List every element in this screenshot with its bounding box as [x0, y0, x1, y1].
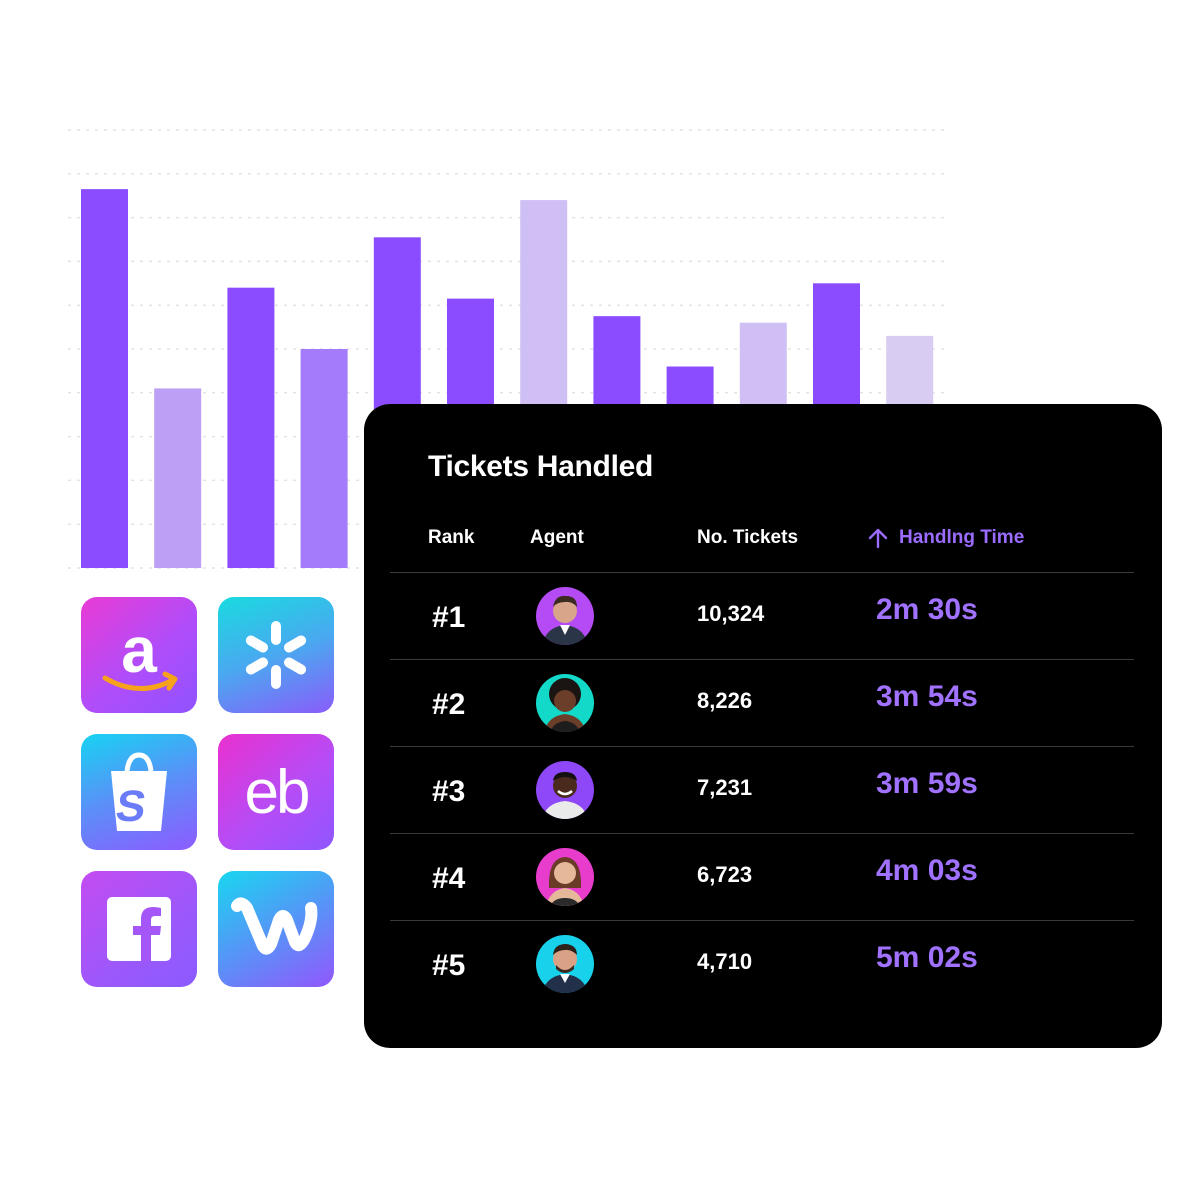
- table-row[interactable]: #2 8,226 3m 54s: [390, 659, 1134, 748]
- walmart-tile[interactable]: [218, 597, 334, 713]
- walmart-icon: [245, 621, 307, 689]
- chart-bar: [227, 287, 275, 568]
- handling-time-value: 3m 59s: [876, 767, 978, 800]
- tickets-value: 8,226: [697, 688, 753, 713]
- facebook-tile[interactable]: [81, 871, 197, 987]
- handling-time-value: 3m 54s: [876, 680, 978, 713]
- wish-tile[interactable]: [218, 871, 334, 987]
- tickets-value: 10,324: [697, 601, 765, 626]
- wish-icon: [231, 897, 318, 955]
- tickets-value: 7,231: [697, 775, 753, 800]
- rank-value: #3: [432, 775, 466, 808]
- tickets-handled-panel: Tickets Handled Rank Agent No. Tickets H…: [364, 404, 1162, 1048]
- svg-text:a: a: [121, 614, 157, 686]
- rank-value: #2: [432, 688, 466, 721]
- handling-time-value: 5m 02s: [876, 941, 978, 974]
- ebay-icon: eb: [245, 758, 311, 827]
- arrow-up-icon: [868, 528, 888, 549]
- column-header-handling-label: Handlng Time: [899, 527, 1025, 548]
- column-header-handling-time[interactable]: Handlng Time: [867, 527, 1024, 549]
- rank-value: #5: [432, 949, 466, 982]
- table-row[interactable]: #3 7,231 3m 59s: [390, 746, 1134, 835]
- column-header-agent[interactable]: Agent: [530, 527, 584, 548]
- column-header-tickets[interactable]: No. Tickets: [697, 527, 799, 548]
- tickets-value: 4,710: [697, 949, 753, 974]
- ebay-tile[interactable]: eb: [218, 734, 334, 850]
- rank-value: #1: [432, 601, 466, 634]
- svg-text:eb: eb: [245, 758, 308, 827]
- facebook-icon: [107, 897, 171, 961]
- tickets-value: 6,723: [697, 862, 753, 887]
- amazon-icon: a: [102, 614, 178, 691]
- amazon-tile[interactable]: a: [81, 597, 197, 713]
- svg-text:S: S: [113, 782, 149, 831]
- column-header-rank[interactable]: Rank: [428, 527, 475, 548]
- avatar[interactable]: [536, 848, 594, 906]
- avatar[interactable]: [536, 674, 594, 732]
- shopify-tile[interactable]: S: [81, 734, 197, 850]
- handling-time-value: 4m 03s: [876, 854, 978, 887]
- rank-value: #4: [432, 862, 466, 895]
- chart-bar: [300, 349, 348, 568]
- chart-bar: [154, 388, 202, 568]
- chart-bar: [81, 189, 128, 568]
- handling-time-value: 2m 30s: [876, 593, 978, 626]
- table-row[interactable]: #4 6,723 4m 03s: [390, 833, 1134, 922]
- table-row[interactable]: #5 4,710 5m 02s: [390, 920, 1134, 1009]
- avatar[interactable]: [536, 935, 594, 993]
- panel-title: Tickets Handled: [428, 450, 654, 483]
- avatar[interactable]: [536, 761, 594, 819]
- shopify-icon: S: [111, 752, 167, 831]
- avatar[interactable]: [536, 587, 594, 645]
- table-row[interactable]: #1 10,324 2m 30s: [390, 572, 1134, 661]
